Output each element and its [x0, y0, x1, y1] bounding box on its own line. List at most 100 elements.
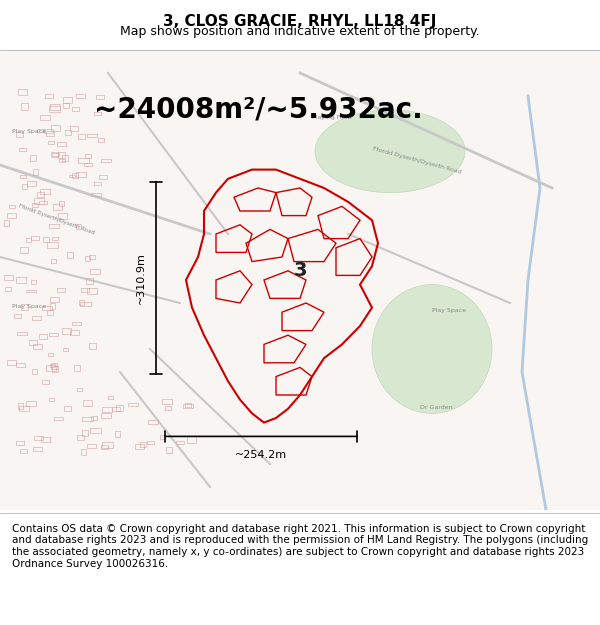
Bar [87, 134, 97, 137]
Bar [162, 399, 172, 404]
Bar [80, 302, 91, 306]
Bar [78, 134, 85, 139]
Bar [90, 269, 100, 274]
Bar [16, 132, 23, 137]
Bar [187, 436, 196, 442]
Bar [82, 288, 89, 292]
Bar [147, 441, 154, 444]
Bar [42, 306, 52, 311]
Bar [76, 172, 86, 177]
Bar [101, 413, 111, 418]
Bar [101, 159, 111, 162]
Bar [77, 435, 84, 440]
Text: ~254.2m: ~254.2m [235, 450, 287, 460]
Text: Playing Field: Playing Field [312, 115, 351, 120]
Bar [57, 288, 65, 292]
Bar [98, 138, 104, 142]
Bar [18, 89, 27, 95]
Bar [45, 94, 53, 98]
Bar [47, 311, 53, 315]
Bar [103, 441, 113, 448]
Bar [76, 224, 81, 229]
Bar [50, 104, 60, 109]
Bar [72, 173, 79, 178]
Bar [64, 406, 71, 411]
Bar [26, 401, 37, 406]
Bar [116, 405, 123, 411]
Bar [82, 430, 88, 436]
Bar [76, 94, 85, 98]
Bar [20, 247, 28, 253]
Text: Ffordd Dyserth/Dyserth Road: Ffordd Dyserth/Dyserth Road [18, 203, 95, 235]
Bar [50, 364, 55, 368]
Bar [108, 396, 113, 399]
Bar [52, 238, 58, 241]
Bar [40, 189, 50, 194]
Bar [16, 441, 23, 445]
Bar [185, 403, 191, 408]
Bar [112, 407, 120, 411]
Bar [78, 158, 89, 163]
Bar [52, 152, 59, 156]
Bar [31, 280, 36, 284]
Bar [26, 289, 36, 292]
Bar [58, 213, 67, 219]
Ellipse shape [372, 284, 492, 413]
Bar [160, 436, 165, 439]
Bar [7, 360, 16, 366]
Text: Dr Garden: Dr Garden [420, 405, 452, 410]
Bar [48, 141, 54, 144]
Bar [90, 428, 101, 432]
Bar [40, 115, 50, 120]
Bar [53, 204, 62, 210]
Bar [65, 130, 71, 136]
Bar [63, 103, 70, 109]
Bar [50, 303, 55, 309]
Bar [91, 416, 97, 419]
Bar [14, 314, 20, 318]
Bar [37, 192, 44, 197]
Bar [51, 152, 58, 157]
Bar [34, 436, 43, 440]
Bar [5, 287, 11, 291]
Bar [51, 126, 60, 131]
Bar [49, 224, 59, 228]
Text: Play Space: Play Space [12, 129, 46, 134]
Bar [46, 366, 56, 371]
Bar [32, 169, 38, 175]
Bar [33, 344, 43, 349]
Bar [97, 95, 104, 99]
Bar [72, 107, 79, 111]
Bar [46, 131, 54, 136]
Bar [4, 276, 13, 279]
Bar [86, 279, 93, 284]
Bar [20, 175, 26, 178]
Bar [62, 155, 68, 161]
Bar [128, 402, 138, 406]
Bar [32, 369, 37, 374]
Bar [70, 126, 78, 131]
Bar [16, 364, 25, 367]
Bar [56, 142, 65, 146]
Bar [70, 174, 75, 178]
Bar [58, 152, 65, 158]
Bar [183, 404, 193, 408]
Bar [91, 192, 101, 196]
Bar [140, 442, 146, 447]
Bar [9, 205, 15, 208]
Bar [70, 330, 79, 334]
Bar [85, 256, 90, 261]
Bar [49, 398, 54, 401]
Bar [52, 366, 58, 372]
Bar [62, 348, 68, 351]
Bar [19, 406, 29, 411]
Bar [16, 277, 26, 283]
Bar [17, 331, 27, 335]
Bar [44, 129, 53, 133]
Bar [74, 366, 80, 371]
Bar [99, 175, 107, 179]
Bar [72, 322, 80, 325]
Bar [18, 402, 23, 409]
Bar [102, 408, 112, 412]
Text: 3: 3 [293, 261, 307, 280]
